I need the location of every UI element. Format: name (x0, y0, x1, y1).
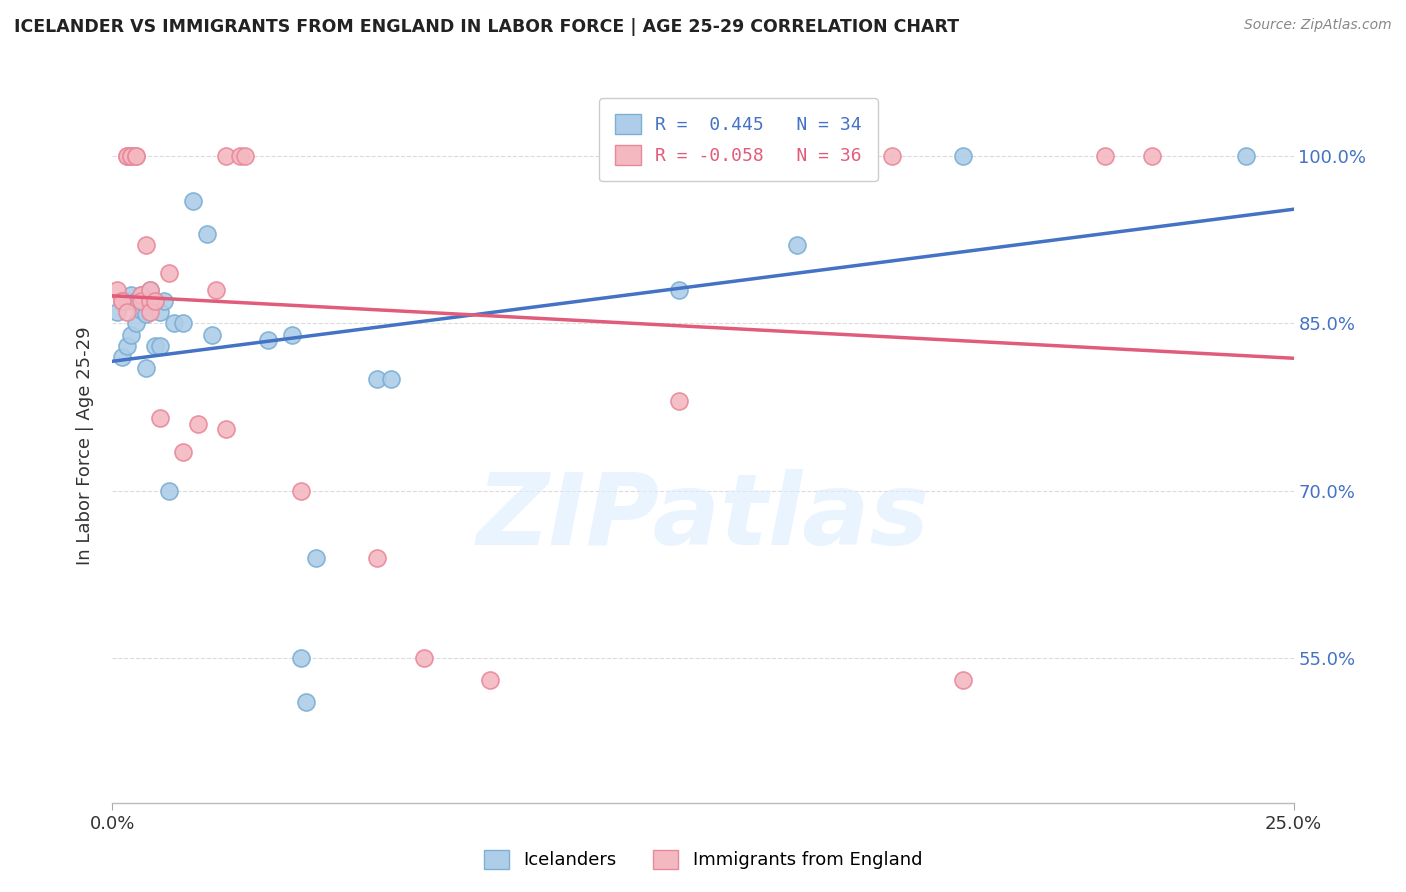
Point (1140, 149, 1163, 163)
Point (195, 227, 218, 242)
Point (149, 339, 172, 353)
Point (181, 194, 204, 208)
Point (366, 372, 388, 386)
Point (201, 327, 224, 342)
Point (290, 483, 312, 498)
Point (215, 149, 238, 163)
Point (139, 305, 162, 319)
Point (115, 294, 138, 309)
Point (366, 550, 388, 565)
Point (139, 294, 162, 309)
Point (952, 673, 974, 688)
Point (120, 288, 142, 302)
Point (135, 238, 157, 252)
Point (157, 483, 180, 498)
Point (952, 149, 974, 163)
Point (668, 394, 690, 409)
Point (105, 283, 128, 297)
Legend: R =  0.445   N = 34, R = -0.058   N = 36: R = 0.445 N = 34, R = -0.058 N = 36 (599, 98, 877, 181)
Point (115, 339, 138, 353)
Point (135, 361, 157, 376)
Point (115, 305, 138, 319)
Point (111, 294, 134, 309)
Point (143, 339, 166, 353)
Legend: Icelanders, Immigrants from England: Icelanders, Immigrants from England (475, 841, 931, 879)
Point (125, 149, 148, 163)
Point (139, 283, 162, 297)
Point (111, 350, 134, 364)
Point (149, 305, 172, 319)
Point (135, 308, 157, 322)
Point (125, 149, 148, 163)
Point (149, 411, 172, 425)
Point (139, 283, 162, 297)
Point (153, 294, 176, 309)
Point (413, 651, 436, 665)
Point (120, 149, 142, 163)
Point (380, 372, 402, 386)
Point (233, 149, 256, 163)
Point (786, 238, 808, 252)
Point (229, 149, 252, 163)
Point (172, 444, 194, 458)
Point (129, 288, 152, 302)
Point (205, 283, 228, 297)
Text: ZIPatlas: ZIPatlas (477, 469, 929, 566)
Point (304, 550, 326, 565)
Point (186, 417, 208, 431)
Text: Source: ZipAtlas.com: Source: ZipAtlas.com (1244, 18, 1392, 32)
Text: ICELANDER VS IMMIGRANTS FROM ENGLAND IN LABOR FORCE | AGE 25-29 CORRELATION CHAR: ICELANDER VS IMMIGRANTS FROM ENGLAND IN … (14, 18, 959, 36)
Point (111, 294, 134, 309)
Point (105, 305, 128, 319)
Point (115, 149, 138, 163)
Point (129, 288, 152, 302)
Point (172, 317, 194, 331)
Point (668, 283, 690, 297)
Point (290, 651, 312, 665)
Point (125, 317, 148, 331)
Point (163, 317, 186, 331)
Point (129, 294, 152, 309)
Point (257, 333, 280, 347)
Point (479, 673, 502, 688)
Point (125, 294, 148, 309)
Point (129, 303, 152, 318)
Point (295, 696, 318, 710)
Point (120, 327, 142, 342)
Point (120, 149, 142, 163)
Point (115, 149, 138, 163)
Point (1234, 149, 1257, 163)
Point (880, 149, 903, 163)
Point (740, 149, 762, 163)
Point (1094, 149, 1116, 163)
Point (157, 266, 180, 280)
Point (143, 294, 166, 309)
Point (215, 422, 238, 436)
Point (281, 327, 304, 342)
Y-axis label: In Labor Force | Age 25-29: In Labor Force | Age 25-29 (76, 326, 94, 566)
